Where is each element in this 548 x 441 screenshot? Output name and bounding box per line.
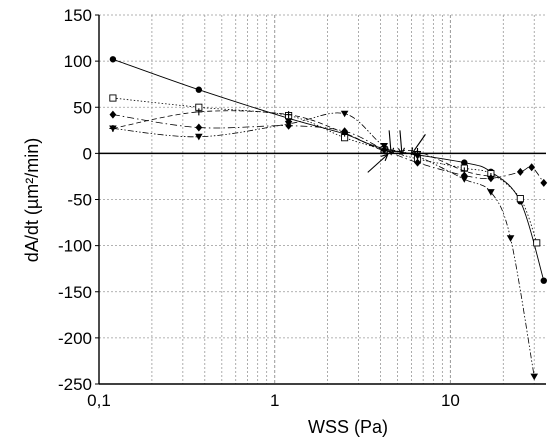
arrow-shaft <box>388 130 392 155</box>
data-point-triangle <box>380 142 389 150</box>
data-point-cross <box>285 111 293 119</box>
data-point-diamond <box>195 123 203 132</box>
y-tick-labels: 150 100 50 0 -50 -100 -150 -200 -250 <box>58 6 99 394</box>
data-point-square <box>516 195 524 203</box>
arrow-shaft <box>410 134 426 155</box>
data-point-circle <box>109 56 117 63</box>
y-tick-label: -100 <box>58 237 92 256</box>
data-point-triangle <box>413 153 422 160</box>
x-tick-label: 10 <box>441 391 460 410</box>
data-point-circle <box>540 277 547 284</box>
annotation-arrow <box>397 130 405 156</box>
arrow-head <box>410 147 418 156</box>
data-point-cross <box>380 147 388 155</box>
y-axis-label: dA/dt (µm²/min) <box>22 138 42 262</box>
data-point-circle <box>461 159 468 166</box>
series-line <box>112 110 491 177</box>
series-1 <box>109 56 547 284</box>
y-tick-label: 0 <box>83 144 92 163</box>
x-tick-label: 0,1 <box>87 391 111 410</box>
x-tick-labels: 0,1 1 10 <box>87 391 460 410</box>
y-tick-label: -250 <box>58 375 92 394</box>
series-line <box>112 114 545 184</box>
plot-frame <box>98 15 546 385</box>
y-tick-label: 100 <box>64 52 92 71</box>
annotation-arrow <box>367 153 389 173</box>
data-point-diamond <box>540 178 548 187</box>
data-point-triangle <box>530 373 539 381</box>
data-point-square <box>533 239 541 247</box>
data-point-cross <box>460 167 468 175</box>
data-point-triangle <box>340 110 349 118</box>
annotation-arrow <box>387 130 395 156</box>
data-point-diamond <box>528 163 536 172</box>
y-tick-label: -200 <box>58 329 92 348</box>
arrow-head <box>380 153 389 162</box>
data-point-cross <box>195 108 203 116</box>
data-point-triangle <box>284 120 293 128</box>
data-point-diamond <box>516 167 524 176</box>
data-point-triangle <box>506 235 515 242</box>
data-point-triangle <box>195 133 203 141</box>
y-tick-label: 150 <box>64 6 92 25</box>
annotation-arrow <box>410 134 426 156</box>
series-3 <box>109 110 548 187</box>
data-point-circle <box>195 86 203 93</box>
arrow-shaft <box>367 153 389 173</box>
series-2 <box>109 94 541 247</box>
data-point-cross <box>341 129 349 137</box>
data-point-cross <box>109 124 117 132</box>
x-axis-label: WSS (Pa) <box>308 417 388 437</box>
data-point-square <box>109 94 117 102</box>
series-line <box>112 97 538 243</box>
data-point-diamond <box>109 110 117 119</box>
arrow-head <box>397 147 405 156</box>
arrow-head <box>387 147 395 156</box>
y-tick-label: -150 <box>58 283 92 302</box>
data-point-cross <box>487 172 495 180</box>
series-layer <box>109 56 548 381</box>
grid <box>98 14 546 385</box>
arrow-shaft <box>399 130 403 155</box>
x-tick-label: 1 <box>270 391 279 410</box>
series-line <box>112 112 535 377</box>
arrows-layer <box>367 130 426 173</box>
data-point-triangle <box>487 189 495 196</box>
data-point-triangle <box>460 176 469 183</box>
y-tick-label: -50 <box>67 191 92 210</box>
y-tick-label: 50 <box>73 98 92 117</box>
data-point-diamond <box>414 158 421 167</box>
